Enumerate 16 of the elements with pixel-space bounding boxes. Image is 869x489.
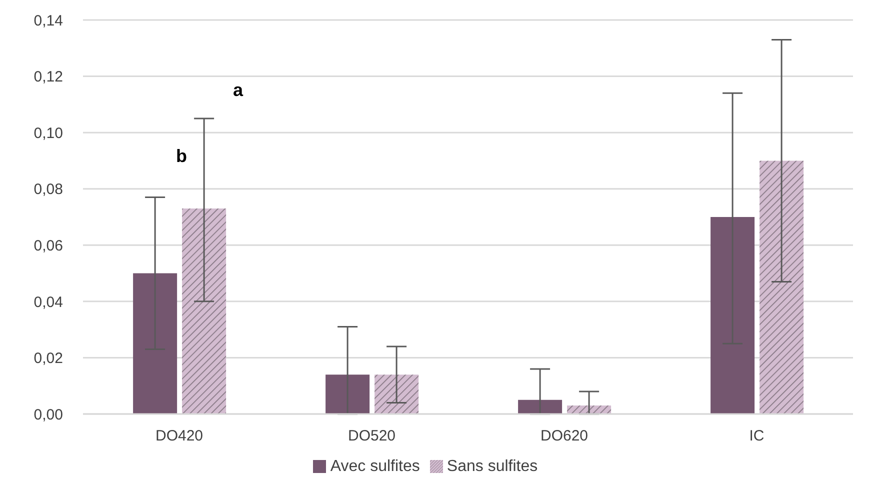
y-tick-label: 0,12	[34, 68, 63, 86]
x-tick-label: IC	[749, 428, 764, 445]
y-tick-label: 0,10	[34, 124, 63, 142]
y-tick-label: 0,02	[34, 350, 63, 368]
x-tick-label: DO420	[155, 428, 204, 445]
y-tick-label: 0,14	[34, 12, 63, 30]
y-tick-label: 0,00	[34, 406, 63, 424]
y-tick-label: 0,06	[34, 237, 63, 254]
y-tick-label: 0,04	[34, 294, 63, 311]
y-tick-label: 0,08	[34, 181, 63, 198]
annotation: a	[233, 80, 244, 101]
legend-label: Avec sulfites	[330, 458, 420, 475]
annotation: b	[176, 146, 187, 167]
x-tick-label: DO520	[348, 428, 396, 445]
x-tick-label: DO620	[540, 428, 588, 445]
legend-label: Sans sulfites	[446, 458, 538, 475]
